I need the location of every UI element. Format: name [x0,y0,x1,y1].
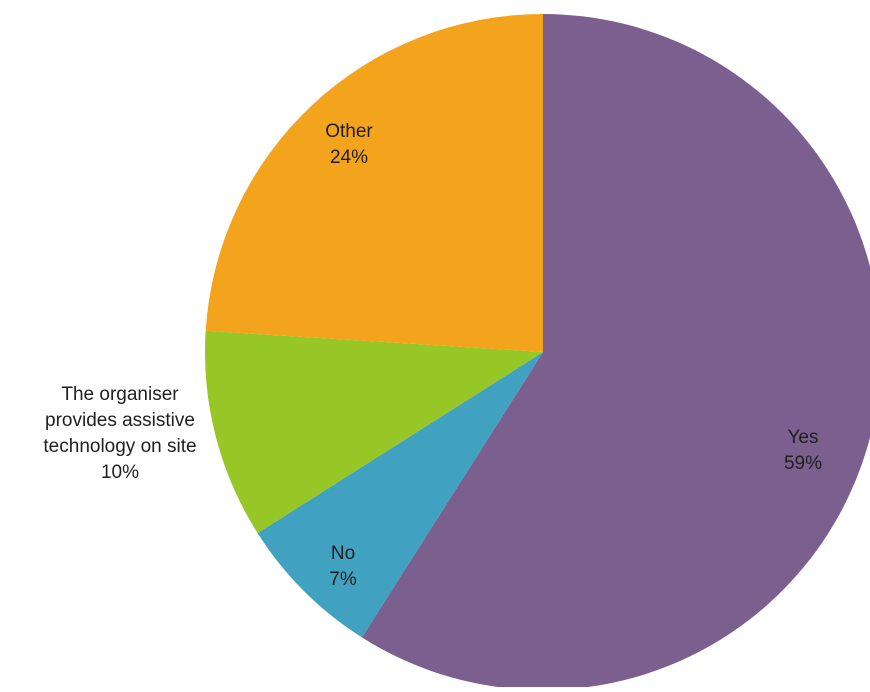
data-label-category: Yes [788,427,819,448]
data-label-the-organiser-provides-assistive-technology-on-site: The organiser provides assistive technolog… [43,384,196,483]
data-label-category: technology on site [43,436,196,457]
data-label-percent: 24% [330,147,368,168]
pie-slice-the-organiser-provides-assistive-technology-on-site [205,330,543,534]
pie-slices [205,14,870,690]
data-label-percent: 7% [329,569,357,590]
data-label-yes: Yes 59% [784,427,822,474]
pie-data-labels: Yes 59% No 7% The organiser provides assistiv… [43,121,822,590]
pie-slice-other [205,14,544,352]
data-label-category: provides assistive [45,410,195,431]
data-label-category: Other [325,121,373,142]
pie-slice-no [257,352,543,638]
data-label-no: No 7% [329,543,357,590]
data-label-percent: 59% [784,453,822,474]
pie-slice-yes [361,14,870,690]
data-label-other: Other 24% [325,121,373,168]
data-label-category: No [331,543,355,564]
data-label-category: The organiser [61,384,179,405]
data-label-percent: 10% [101,462,139,483]
